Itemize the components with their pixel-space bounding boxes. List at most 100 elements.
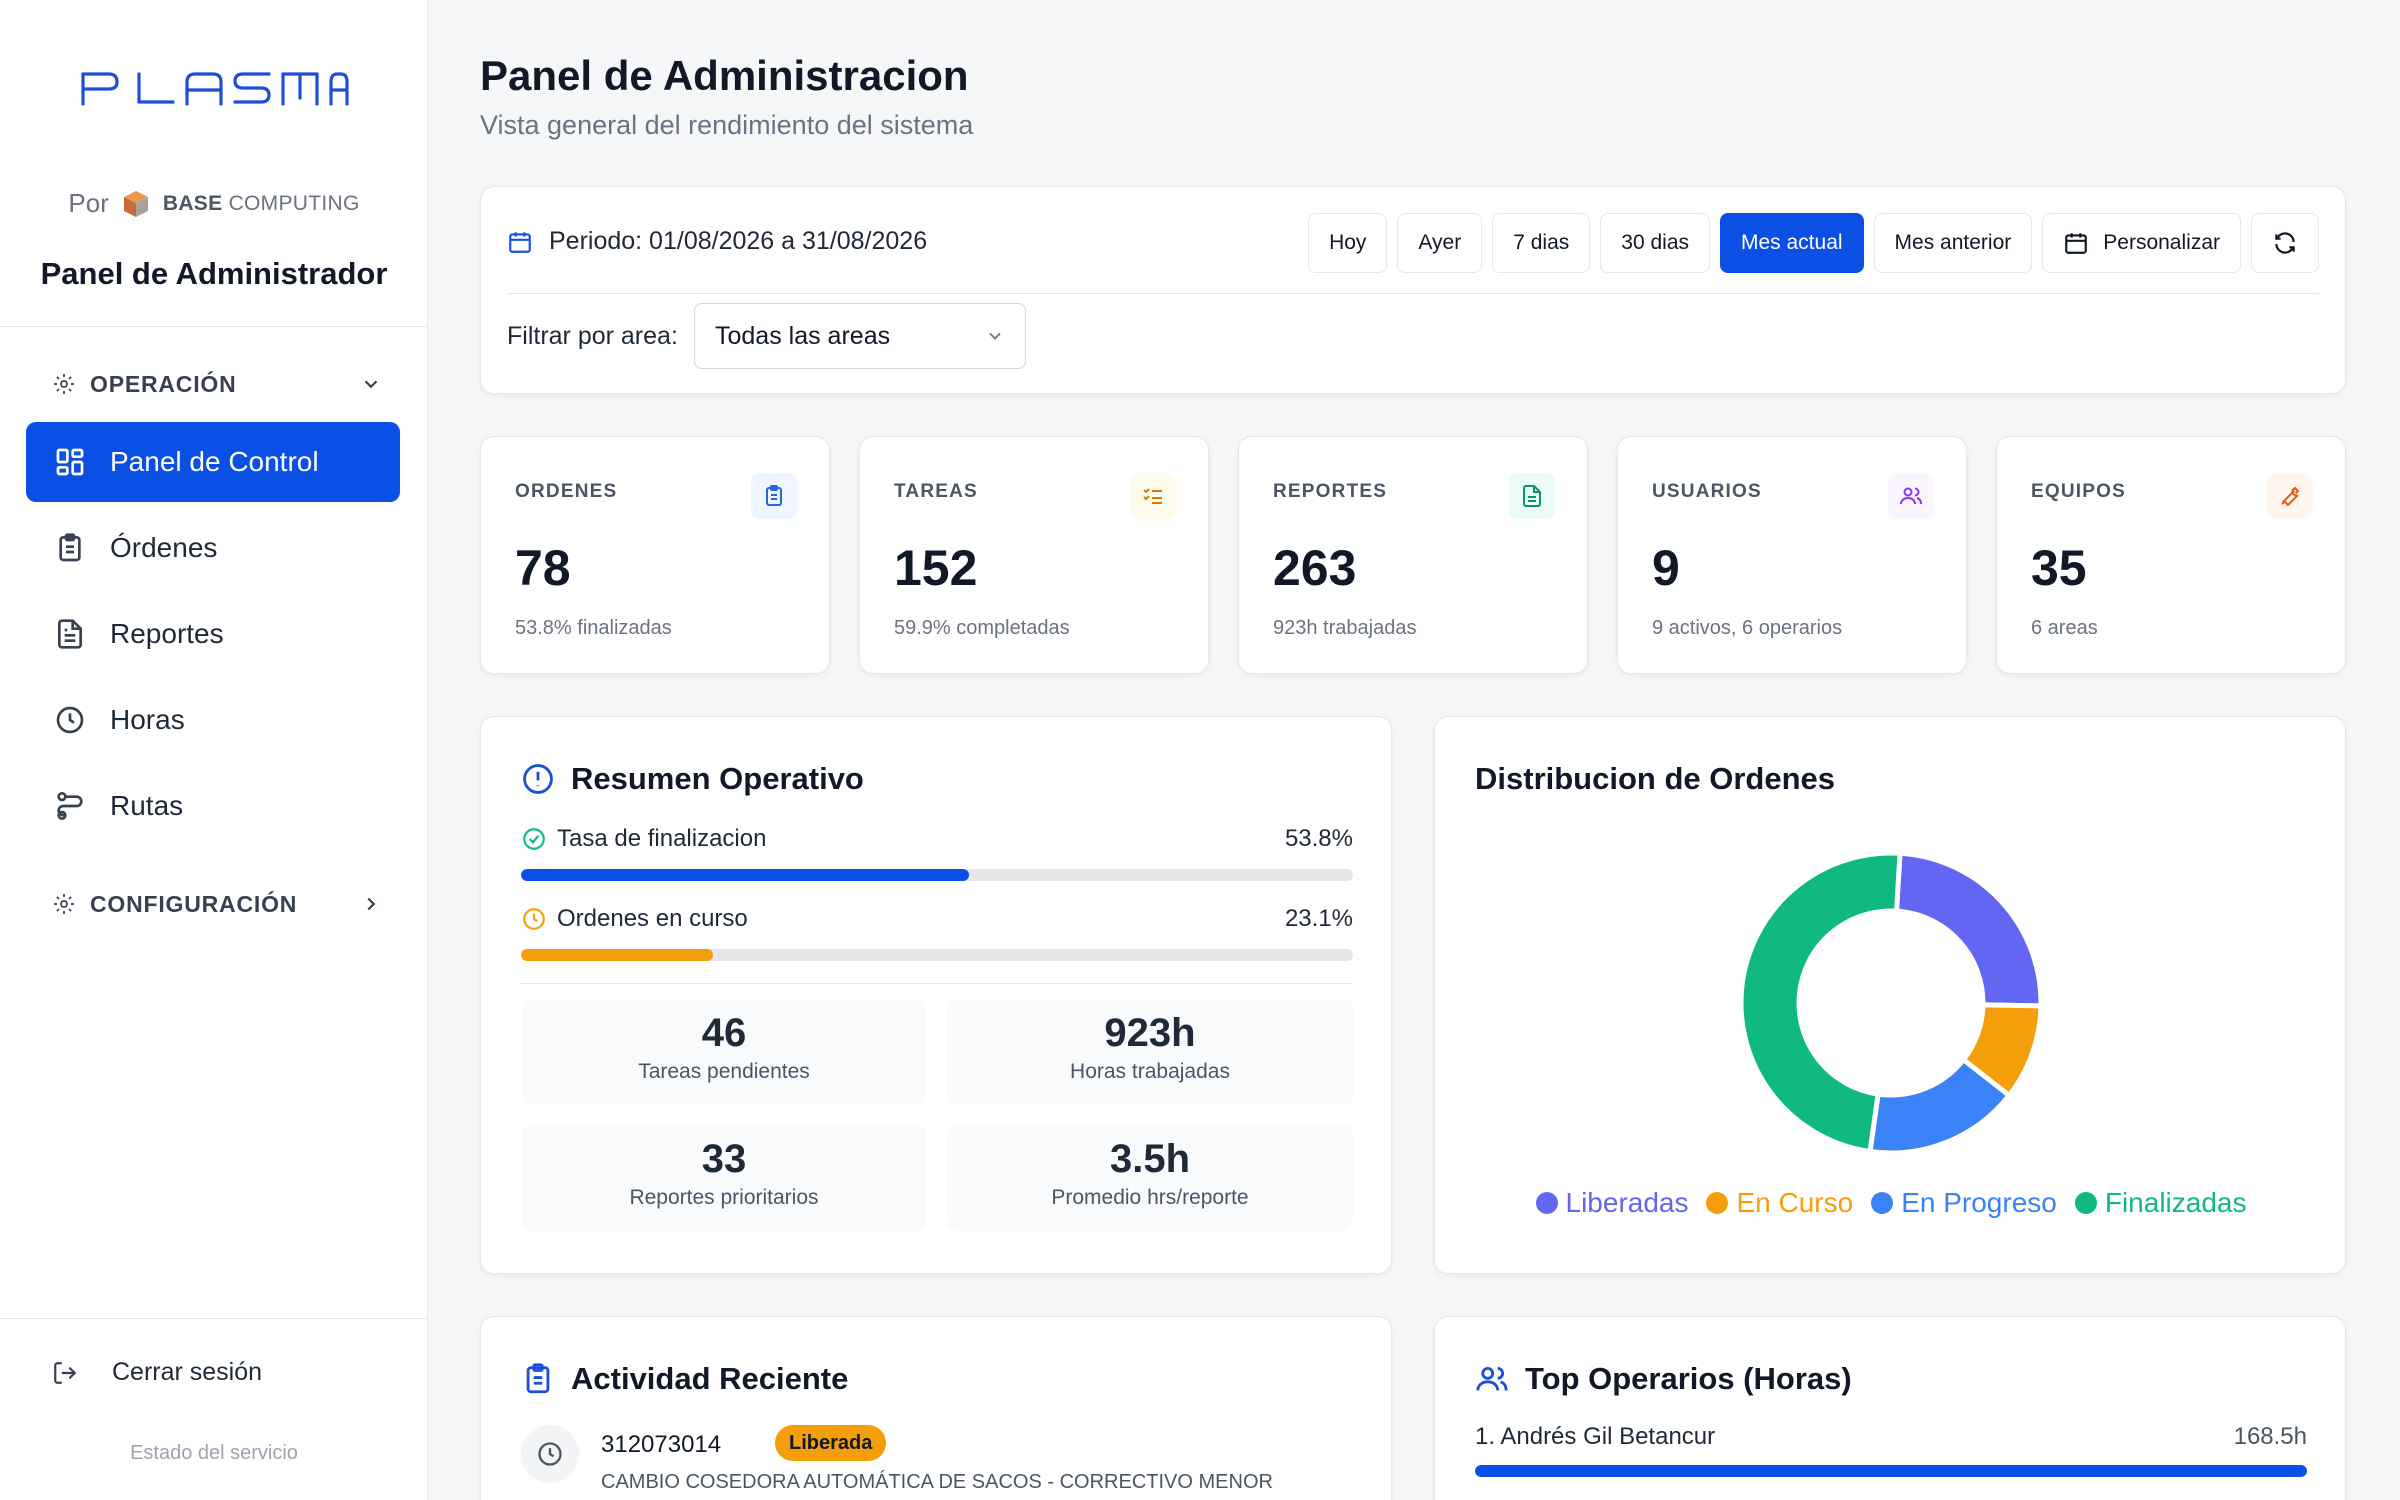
chart-title: Distribucion de Ordenes: [1475, 761, 1836, 796]
metric-label: Horas trabajadas: [1070, 1060, 1230, 1083]
range-button-7-dias[interactable]: 7 dias: [1492, 213, 1591, 273]
legend-label: Liberadas: [1565, 1187, 1689, 1218]
custom-range-label: Personalizar: [2103, 231, 2220, 254]
stat-icon-box: [751, 473, 797, 519]
stat-icon-box: [1130, 473, 1176, 519]
stat-label: USUARIOS: [1652, 481, 1762, 502]
sidebar-item-ordenes[interactable]: Órdenes: [26, 508, 400, 588]
chart-legend: Liberadas En Curso En Progreso Finalizad…: [1435, 1187, 2347, 1219]
users-icon: [1476, 1366, 1508, 1391]
legend-dot: [1706, 1192, 1729, 1214]
progress-fill: [521, 949, 714, 961]
panel-title: Panel de Administrador: [40, 256, 388, 291]
page-title: Panel de Administracion: [480, 52, 969, 99]
progress-fill: [521, 869, 969, 881]
legend-item-en-curso[interactable]: En Curso: [1706, 1187, 1853, 1219]
wrench-icon: [2281, 486, 2300, 507]
stat-label: TAREAS: [894, 481, 978, 502]
section-operacion[interactable]: OPERACIÓN: [52, 364, 382, 404]
legend-item-liberadas[interactable]: Liberadas: [1535, 1187, 1689, 1219]
logout-label: Cerrar sesión: [112, 1358, 263, 1386]
area-select[interactable]: Todas las areas: [694, 303, 1026, 369]
range-button-hoy[interactable]: Hoy: [1308, 213, 1388, 273]
metric-value: 46: [701, 1011, 747, 1055]
legend-label: Finalizadas: [2104, 1187, 2247, 1218]
range-button-mes-anterior[interactable]: Mes anterior: [1873, 213, 2033, 273]
summary-title: Resumen Operativo: [521, 761, 864, 797]
progress-track: [521, 949, 1353, 961]
area-filter-label: Filtrar por area:: [507, 321, 678, 350]
calendar-icon: [509, 231, 531, 253]
sidebar-item-label: Panel de Control: [110, 446, 319, 477]
period-text: Periodo: 01/08/2026 a 31/08/2026: [549, 227, 928, 255]
page-subtitle: Vista general del rendimiento del sistem…: [480, 110, 974, 140]
distribution-card: Distribucion de Ordenes Liberadas En Cur…: [1434, 716, 2346, 1274]
sidebar-item-horas[interactable]: Horas: [26, 680, 400, 760]
range-button-ayer[interactable]: Ayer: [1397, 213, 1483, 273]
progress-percent: 53.8%: [1284, 825, 1353, 852]
custom-range-button[interactable]: Personalizar: [2042, 213, 2241, 273]
dashboard-icon: [56, 448, 84, 476]
stat-sub: 59.9% completadas: [894, 617, 1070, 639]
progress-track: [521, 869, 1353, 881]
clipboard-icon: [526, 1363, 550, 1394]
powered-by: Por BASE COMPUTING: [0, 188, 428, 219]
progress-label: Ordenes en curso: [557, 905, 748, 932]
section-configuracion[interactable]: CONFIGURACIÓN: [52, 884, 382, 924]
stat-card-equipos: EQUIPOS 35 6 areas: [1996, 436, 2346, 674]
service-status-link[interactable]: Estado del servicio: [130, 1442, 298, 1464]
range-button-30-dias[interactable]: 30 dias: [1600, 213, 1710, 273]
logout-icon: [54, 1361, 77, 1384]
status-badge: Liberada: [775, 1425, 887, 1461]
progress-en-curso: Ordenes en curso 23.1%: [521, 905, 1353, 961]
orders-donut-chart: [1738, 850, 2044, 1156]
plasma-logo[interactable]: [0, 68, 428, 113]
metric-value: 3.5h: [1109, 1137, 1191, 1181]
metric-horas-trabajadas: 923h Horas trabajadas: [947, 999, 1353, 1105]
stat-sub: 6 areas: [2031, 617, 2098, 639]
by-label: Por: [68, 188, 109, 218]
legend-dot: [1871, 1192, 1894, 1214]
sidebar-item-panel-de-control[interactable]: Panel de Control: [26, 422, 400, 502]
users-icon: [1900, 487, 1922, 505]
top-ops-title: Top Operarios (Horas): [1475, 1361, 1852, 1397]
legend-item-finalizadas[interactable]: Finalizadas: [2074, 1187, 2247, 1219]
clipboard-icon: [59, 533, 81, 562]
calendar-icon: [2065, 233, 2088, 254]
metric-promedio-hrs: 3.5h Promedio hrs/reporte: [947, 1125, 1353, 1231]
summary-card: Resumen Operativo Tasa de finalizacion 5…: [480, 716, 1392, 1274]
refresh-icon: [2275, 232, 2295, 254]
clipboard-icon: [766, 485, 782, 506]
refresh-button[interactable]: [2251, 213, 2319, 273]
stat-label: ORDENES: [515, 481, 618, 502]
file-icon: [58, 619, 82, 649]
range-button-mes-actual[interactable]: Mes actual: [1720, 213, 1864, 273]
sidebar-item-rutas[interactable]: Rutas: [26, 766, 400, 846]
divider: [0, 326, 428, 327]
operator-name: 1. Andrés Gil Betancur: [1475, 1423, 1716, 1450]
divider: [0, 1318, 428, 1319]
stat-value: 35: [2031, 540, 2087, 596]
section-operacion-label: OPERACIÓN: [90, 370, 237, 397]
checklist-icon: [1143, 488, 1162, 504]
legend-item-en-progreso[interactable]: En Progreso: [1871, 1187, 2057, 1219]
stat-value: 9: [1652, 540, 1680, 596]
check-circle-icon: [523, 828, 545, 850]
stat-card-ordenes: ORDENES 78 53.8% finalizadas: [480, 436, 830, 674]
chevron-right-icon: [367, 897, 376, 911]
operator-row: 1. Andrés Gil Betancur 168.5h: [1475, 1423, 2307, 1451]
donut-slice-finalizadas[interactable]: [1738, 850, 1903, 1155]
sidebar-item-label: Reportes: [110, 618, 224, 649]
section-configuracion-label: CONFIGURACIÓN: [90, 890, 298, 917]
top-operators-card: Top Operarios (Horas) 1. Andrés Gil Beta…: [1434, 1316, 2346, 1500]
donut-slice-liberadas[interactable]: [1893, 850, 2044, 1009]
sidebar-item-reportes[interactable]: Reportes: [26, 594, 400, 674]
activity-title: Actividad Reciente: [521, 1361, 848, 1397]
area-select-value: Todas las areas: [715, 321, 891, 350]
clock-icon: [523, 908, 545, 930]
activity-order-id: 312073014: [601, 1431, 722, 1458]
progress-percent: 23.1%: [1284, 905, 1353, 932]
stat-icon-box: [1509, 473, 1555, 519]
file-icon: [1523, 485, 1541, 507]
logout-button[interactable]: Cerrar sesión: [52, 1358, 262, 1387]
